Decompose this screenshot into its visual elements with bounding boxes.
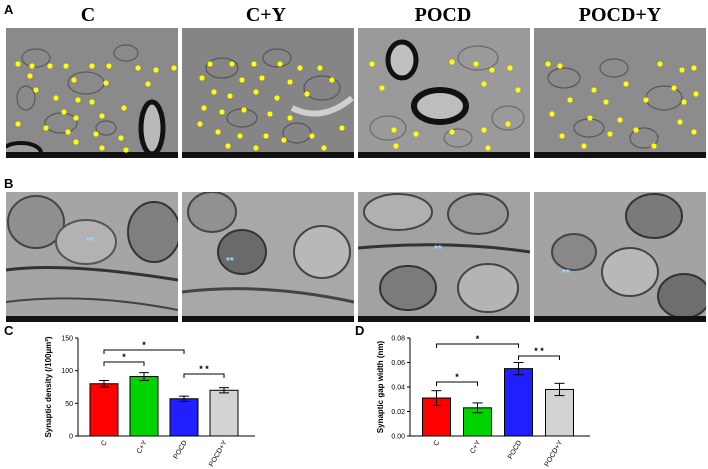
chart-c-x-tick-label-c-plusy: C+Y xyxy=(136,439,149,455)
micrograph-b-pocd-y-image: ** xyxy=(534,192,706,322)
micrograph-b-pocd-image: ** xyxy=(358,192,530,322)
chart-d-y-axis-label: Synaptic gap width (nm) xyxy=(376,340,385,433)
chart-c-y-axis-label: Synaptic density (/100µm²) xyxy=(44,336,53,437)
chart-synaptic-gap-width: 0.00 0.02 0.04 0.06 0.08 Synaptic gap width (… xyxy=(354,330,708,469)
chart-c-y-tick-label: 50 xyxy=(65,401,73,408)
chart-d-significance-bracket xyxy=(436,343,519,348)
chart-d-y-tick-label: 0.02 xyxy=(391,409,405,416)
synapse-marker-c: ** xyxy=(86,236,94,247)
micrograph-b-pocd: ** xyxy=(358,192,530,322)
chart-c-x-tick-label-pocd-plusy: POCD+Y xyxy=(208,439,229,468)
chart-d-significance-bracket xyxy=(518,355,560,360)
micrograph-a-pocd xyxy=(358,28,530,158)
chart-c-bar-pocd-plusy xyxy=(209,389,239,437)
chart-c-significance-bracket xyxy=(183,373,225,378)
group-title-c-y: C+Y xyxy=(245,4,287,26)
group-title-c: C xyxy=(80,4,96,26)
chart-c-y-tick-label: 0 xyxy=(69,434,73,441)
chart-d-bar-pocd xyxy=(504,368,533,437)
chart-d-significance-bracket xyxy=(436,381,478,386)
panel-label-d: D xyxy=(355,323,365,338)
synapse-marker-pocd-y: ** xyxy=(562,268,570,279)
chart-c-bar-pocd xyxy=(169,398,199,437)
micrograph-a-pocd-y xyxy=(534,28,706,158)
chart-c-y-tick-label: 150 xyxy=(61,336,73,343)
chart-d-y-tick-label: 0.06 xyxy=(391,360,405,367)
group-title-pocd: POCD xyxy=(414,4,472,26)
chart-d-x-tick-label-pocd: POCD xyxy=(507,440,523,461)
chart-d-y-tick-label: 0.04 xyxy=(391,385,405,392)
chart-c-significance-label: * xyxy=(142,340,146,350)
chart-c-significance-bracket xyxy=(103,361,145,366)
micrograph-b-c: ** xyxy=(6,192,178,322)
chart-synaptic-gap-width-svg: 0.00 0.02 0.04 0.06 0.08 Synaptic gap width (… xyxy=(376,334,590,468)
group-title-pocd-y: POCD+Y xyxy=(578,4,662,26)
synapse-marker-pocd: ** xyxy=(434,244,442,255)
micrograph-b-pocd-y: ** xyxy=(534,192,706,322)
micrograph-a-pocd-y-image xyxy=(534,28,706,158)
chart-d-significance-label: * * xyxy=(534,346,544,356)
micrograph-a-c-y-image xyxy=(182,28,354,158)
micrograph-a-pocd-image xyxy=(358,28,530,158)
chart-synaptic-density: 0 50 100 150 Synaptic density (/100µm²) C C+Y P… xyxy=(0,330,350,469)
chart-d-bar-pocd-plusy xyxy=(545,388,574,437)
chart-d-x-tick-label-c: C xyxy=(433,440,442,448)
chart-c-bar-c-plusy xyxy=(129,376,159,437)
micrograph-a-c-y xyxy=(182,28,354,158)
chart-c-significance-bracket xyxy=(103,349,185,354)
synapse-marker-c-y: ** xyxy=(226,256,234,267)
chart-d-significance-label: * xyxy=(455,372,459,382)
micrograph-a-c-image xyxy=(6,28,178,158)
micrograph-b-c-image: ** xyxy=(6,192,178,322)
micrograph-b-c-y-image: ** xyxy=(182,192,354,322)
chart-c-bar-c xyxy=(89,383,119,437)
panel-label-a: A xyxy=(4,2,14,17)
panel-label-b: B xyxy=(4,176,14,191)
chart-c-significance-label: * xyxy=(122,352,126,362)
chart-synaptic-density-svg: 0 50 100 150 Synaptic density (/100µm²) C C+Y P… xyxy=(44,336,255,468)
chart-d-significance-label: * xyxy=(476,334,480,344)
micrograph-b-c-y: ** xyxy=(182,192,354,322)
micrograph-a-c xyxy=(6,28,178,158)
panel-label-c: C xyxy=(4,323,14,338)
chart-d-y-tick-label: 0.08 xyxy=(391,336,405,343)
chart-d-x-tick-label-c-plusy: C+Y xyxy=(469,439,482,455)
chart-c-significance-label: * * xyxy=(199,364,209,374)
chart-d-x-tick-label-pocd-plusy: POCD+Y xyxy=(544,439,565,468)
chart-d-y-tick-label: 0.00 xyxy=(391,434,405,441)
chart-c-y-tick-label: 100 xyxy=(61,368,73,375)
chart-c-x-tick-label-pocd: POCD xyxy=(173,440,189,461)
chart-c-x-tick-label-c: C xyxy=(100,440,109,448)
